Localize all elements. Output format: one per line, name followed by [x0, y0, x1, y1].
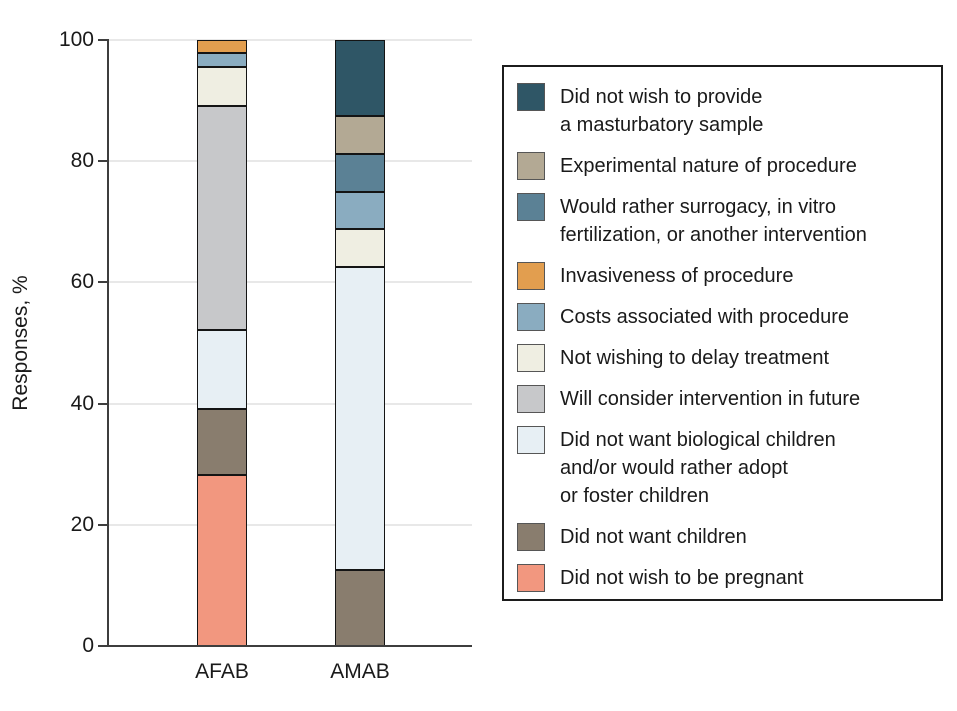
- legend-label: Did not wish to provide a masturbatory sa…: [560, 86, 764, 136]
- legend: Did not wish to provide a masturbatory sa…: [502, 65, 943, 601]
- legend-swatch: [517, 152, 545, 180]
- x-tick-label-afab: AFAB: [195, 660, 249, 683]
- legend-item: Not wishing to delay treatment: [517, 344, 931, 372]
- legend-label: Would rather surrogacy, in vitro fertiliz…: [560, 196, 867, 246]
- y-tick-label-60: 60: [70, 270, 94, 294]
- bar-segment: [335, 115, 385, 154]
- legend-item: Would rather surrogacy, in vitro fertiliz…: [517, 193, 931, 249]
- gridline-60: [109, 281, 472, 284]
- legend-label: Not wishing to delay treatment: [560, 347, 830, 369]
- x-axis-line: [107, 645, 472, 647]
- legend-item: Did not wish to provide a masturbatory sa…: [517, 83, 931, 139]
- y-axis-title: Responses, %: [9, 275, 32, 411]
- legend-item: Costs associated with procedure: [517, 303, 931, 331]
- legend-label: Did not want children: [560, 526, 747, 548]
- plot-area: AFAB AMAB 0 20 40 60 80 100: [59, 28, 472, 683]
- y-axis-tick-60: [98, 281, 107, 284]
- legend-swatch: [517, 344, 545, 372]
- legend-swatch: [517, 83, 545, 111]
- y-tick-label-40: 40: [70, 391, 94, 415]
- x-tick-label-amab: AMAB: [330, 660, 390, 683]
- bar-segment: [197, 53, 247, 67]
- legend-label: Did not wish to be pregnant: [560, 567, 804, 589]
- bar-segment: [335, 191, 385, 230]
- bar-segment: [197, 40, 247, 54]
- legend-item: Did not wish to be pregnant: [517, 564, 931, 592]
- gridline-100: [109, 39, 472, 41]
- y-axis-tick-20: [98, 523, 107, 526]
- legend-swatch: [517, 262, 545, 290]
- bar-segment: [197, 330, 247, 409]
- legend-swatch: [517, 523, 545, 551]
- legend-item: Did not want biological children and/or w…: [517, 426, 931, 510]
- y-axis-tick-100: [98, 39, 107, 41]
- bar-segment: [197, 66, 247, 106]
- y-tick-label-0: 0: [82, 634, 94, 657]
- y-axis-line: [107, 39, 109, 647]
- y-axis-tick-40: [98, 402, 107, 405]
- legend-item: Experimental nature of procedure: [517, 152, 931, 180]
- bar-segment: [335, 229, 385, 268]
- bar-amab: [335, 40, 385, 646]
- legend-swatch: [517, 426, 545, 454]
- legend-swatch: [517, 564, 545, 592]
- bar-segment: [197, 474, 247, 646]
- legend-label: Costs associated with procedure: [560, 306, 850, 328]
- legend-item: Invasiveness of procedure: [517, 262, 931, 290]
- bar-segment: [197, 105, 247, 330]
- gridline-40: [109, 402, 472, 405]
- y-axis-tick-80: [98, 160, 107, 163]
- y-tick-label-20: 20: [70, 512, 94, 536]
- gridline-80: [109, 160, 472, 163]
- bar-segment: [335, 40, 385, 116]
- legend-swatch: [517, 193, 545, 221]
- legend-item: Did not want children: [517, 523, 931, 551]
- legend-swatch: [517, 385, 545, 413]
- gridline-20: [109, 523, 472, 526]
- bar-segment: [335, 267, 385, 571]
- bar-afab: [197, 40, 247, 646]
- legend-label: Invasiveness of procedure: [560, 265, 794, 287]
- legend-swatch: [517, 303, 545, 331]
- legend-label: Experimental nature of procedure: [560, 155, 857, 177]
- y-tick-label-100: 100: [58, 28, 94, 51]
- bar-segment: [197, 408, 247, 475]
- legend-label: Will consider intervention in future: [560, 388, 861, 410]
- legend-item: Will consider intervention in future: [517, 385, 931, 413]
- y-axis-tick-0: [98, 645, 107, 647]
- bar-segment: [335, 570, 385, 646]
- bar-segment: [335, 153, 385, 192]
- legend-label: Did not want biological children and/or w…: [560, 429, 836, 507]
- y-tick-label-80: 80: [70, 149, 94, 173]
